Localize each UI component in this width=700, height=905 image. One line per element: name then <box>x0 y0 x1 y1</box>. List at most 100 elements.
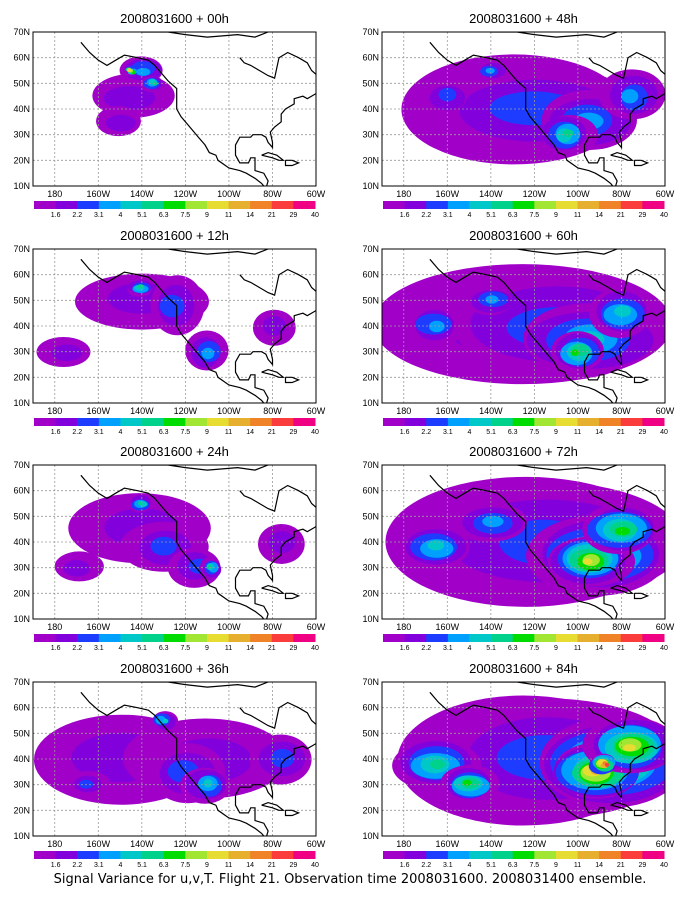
colorbar-swatch <box>77 634 100 642</box>
longitude-label: 160W <box>436 622 460 632</box>
colorbar-swatch <box>185 634 208 642</box>
latitude-label: 20N <box>362 588 379 598</box>
colorbar-label: 5.1 <box>137 862 147 869</box>
colorbar-label: 21 <box>268 429 276 436</box>
colorbar-label: 2.2 <box>72 212 82 219</box>
latitude-label: 40N <box>13 104 30 114</box>
variance-field <box>401 54 665 165</box>
colorbar-swatch <box>642 851 665 859</box>
longitude-label: 60W <box>656 839 675 849</box>
longitude-label: 60W <box>307 406 326 416</box>
colorbar-swatch <box>577 418 600 426</box>
longitude-label: 180 <box>396 406 411 416</box>
map-frame <box>381 681 666 837</box>
latitude-label: 40N <box>13 321 30 331</box>
latitude-label: 50N <box>362 295 379 305</box>
longitude-label: 100W <box>566 622 590 632</box>
latitude-label: 60N <box>362 270 379 280</box>
latitude-label: 60N <box>13 486 30 496</box>
colorbar-swatch <box>577 201 600 209</box>
colorbar-label: 1.6 <box>51 429 61 436</box>
colorbar-swatch <box>120 418 143 426</box>
colorbar-label: 9 <box>205 645 209 652</box>
colorbar-label: 7.5 <box>529 645 539 652</box>
colorbar-label: 5.1 <box>137 645 147 652</box>
colorbar-swatch <box>34 634 57 642</box>
latitude-label: 60N <box>13 270 30 280</box>
colorbar-swatch <box>271 418 294 426</box>
panel-title: 2008031600 + 36h <box>120 661 229 676</box>
variance-contour <box>614 305 632 317</box>
colorbar-label: 11 <box>225 212 232 219</box>
colorbar-swatch <box>447 634 470 642</box>
panel-title: 2008031600 + 72h <box>469 444 578 459</box>
colorbar-label: 4 <box>119 862 123 869</box>
colorbar-swatch <box>206 634 230 642</box>
colorbar-label: 6.3 <box>508 645 518 652</box>
colorbar-label: 40 <box>660 862 668 869</box>
colorbar-label: 29 <box>638 862 646 869</box>
colorbar-label: 40 <box>660 645 668 652</box>
variance-contour <box>152 81 158 86</box>
colorbar-swatch <box>120 851 143 859</box>
colorbar-swatch <box>642 418 665 426</box>
longitude-label: 80W <box>263 406 282 416</box>
colorbar-label: 4 <box>119 429 123 436</box>
colorbar-swatch <box>642 201 665 209</box>
coastlines <box>80 249 316 403</box>
coastlines <box>80 465 316 619</box>
colorbar-label: 2.2 <box>72 429 82 436</box>
panel-title: 2008031600 + 00h <box>120 11 229 26</box>
longitude-label: 60W <box>656 622 675 632</box>
colorbar-swatch <box>163 418 186 426</box>
colorbar-swatch <box>142 201 165 209</box>
variance-contour <box>136 67 151 76</box>
longitude-label: 60W <box>656 406 675 416</box>
colorbar-swatch <box>142 634 165 642</box>
longitude-label: 180 <box>47 189 62 199</box>
colorbar-swatch <box>404 851 427 859</box>
variance-contour <box>462 779 472 786</box>
variance-contour <box>623 744 636 752</box>
colorbar-swatch <box>228 201 251 209</box>
colorbar-swatch <box>577 634 600 642</box>
colorbar-swatch <box>293 201 316 209</box>
variance-contour <box>270 748 295 768</box>
colorbar-label: 1.6 <box>400 645 410 652</box>
latitude-label: 70N <box>362 27 379 37</box>
colorbar-label: 29 <box>289 212 297 219</box>
colorbar-swatch <box>77 201 100 209</box>
gridlines <box>33 682 316 836</box>
colorbar-swatch <box>534 418 557 426</box>
colorbar-swatch <box>599 418 622 426</box>
colorbar-label: 11 <box>225 862 232 869</box>
colorbar-swatch <box>426 201 449 209</box>
colorbar-swatch <box>426 418 449 426</box>
variance-field <box>392 695 665 826</box>
colorbar-label: 1.6 <box>400 212 410 219</box>
colorbar-swatch <box>383 851 406 859</box>
colorbar-swatch <box>142 851 165 859</box>
latitude-label: 60N <box>362 53 379 63</box>
longitude-label: 120W <box>523 839 547 849</box>
panel-title: 2008031600 + 48h <box>469 11 578 26</box>
latitude-label: 30N <box>13 563 30 573</box>
colorbar-swatch <box>77 851 100 859</box>
colorbar-label: 21 <box>268 862 276 869</box>
latitude-label: 20N <box>362 805 379 815</box>
latitude-label: 30N <box>362 347 379 357</box>
colorbar-swatch <box>98 851 121 859</box>
gridlines <box>33 249 316 403</box>
latitude-label: 50N <box>362 728 379 738</box>
variance-contour <box>127 68 132 73</box>
longitude-label: 140W <box>479 406 503 416</box>
colorbar-swatch <box>271 851 294 859</box>
colorbar-swatch <box>163 851 186 859</box>
latitude-label: 20N <box>362 372 379 382</box>
colorbar-label: 6.3 <box>159 212 169 219</box>
longitude-label: 80W <box>612 839 631 849</box>
longitude-label: 160W <box>87 622 111 632</box>
coastlines <box>429 249 665 403</box>
longitude-label: 140W <box>479 189 503 199</box>
